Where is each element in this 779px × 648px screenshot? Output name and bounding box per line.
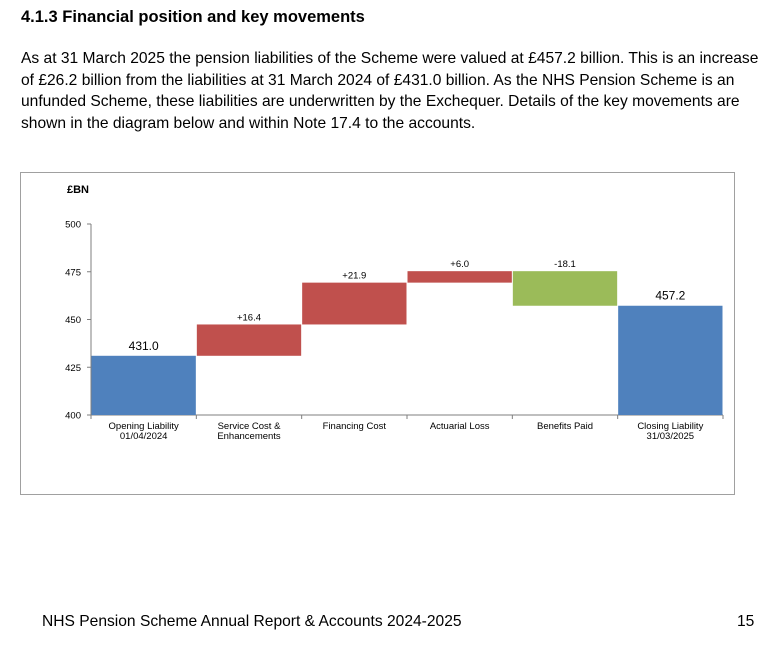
- waterfall-bar: [512, 271, 618, 306]
- y-tick-label: 450: [65, 315, 81, 326]
- waterfall-bar: [196, 324, 302, 356]
- x-category-label: Enhancements: [217, 431, 281, 442]
- waterfall-bar: [618, 305, 723, 415]
- x-category-label: Opening Liability: [109, 421, 179, 432]
- waterfall-bar: [302, 282, 407, 325]
- x-category-label: Closing Liability: [637, 421, 703, 432]
- x-category-label: Service Cost &: [218, 421, 281, 432]
- data-label: 457.2: [655, 289, 685, 303]
- intro-paragraph: As at 31 March 2025 the pension liabilit…: [21, 50, 759, 132]
- y-tick-label: 400: [65, 411, 81, 422]
- footer-page-number: 15: [737, 613, 755, 630]
- data-label: 431.0: [129, 339, 159, 353]
- section-heading: 4.1.3 Financial position and key movemen…: [21, 8, 365, 26]
- data-label: +21.9: [342, 271, 366, 282]
- x-category-label: Actuarial Loss: [430, 421, 490, 432]
- waterfall-bar: [407, 271, 512, 283]
- data-label: -18.1: [554, 259, 576, 270]
- x-category-label: 31/03/2025: [647, 431, 695, 442]
- x-category-label: Financing Cost: [323, 421, 387, 432]
- footer-report-title: NHS Pension Scheme Annual Report & Accou…: [42, 613, 462, 630]
- y-tick-label: 475: [65, 267, 81, 278]
- y-tick-label: 425: [65, 363, 81, 374]
- y-tick-label: 500: [65, 220, 81, 231]
- x-category-label: 01/04/2024: [120, 431, 168, 442]
- waterfall-chart-svg: £BN 400 425 450 475 500 431.0 +16.4 +21.9 +6.0 -…: [65, 184, 724, 442]
- data-label: +16.4: [237, 312, 261, 323]
- y-unit-label: £BN: [67, 184, 89, 196]
- waterfall-bar: [91, 355, 196, 415]
- data-label: +6.0: [450, 259, 469, 270]
- waterfall-chart: £BN 400 425 450 475 500 431.0 +16.4 +21.9 +6.0 -…: [20, 172, 735, 495]
- x-category-label: Benefits Paid: [537, 421, 593, 432]
